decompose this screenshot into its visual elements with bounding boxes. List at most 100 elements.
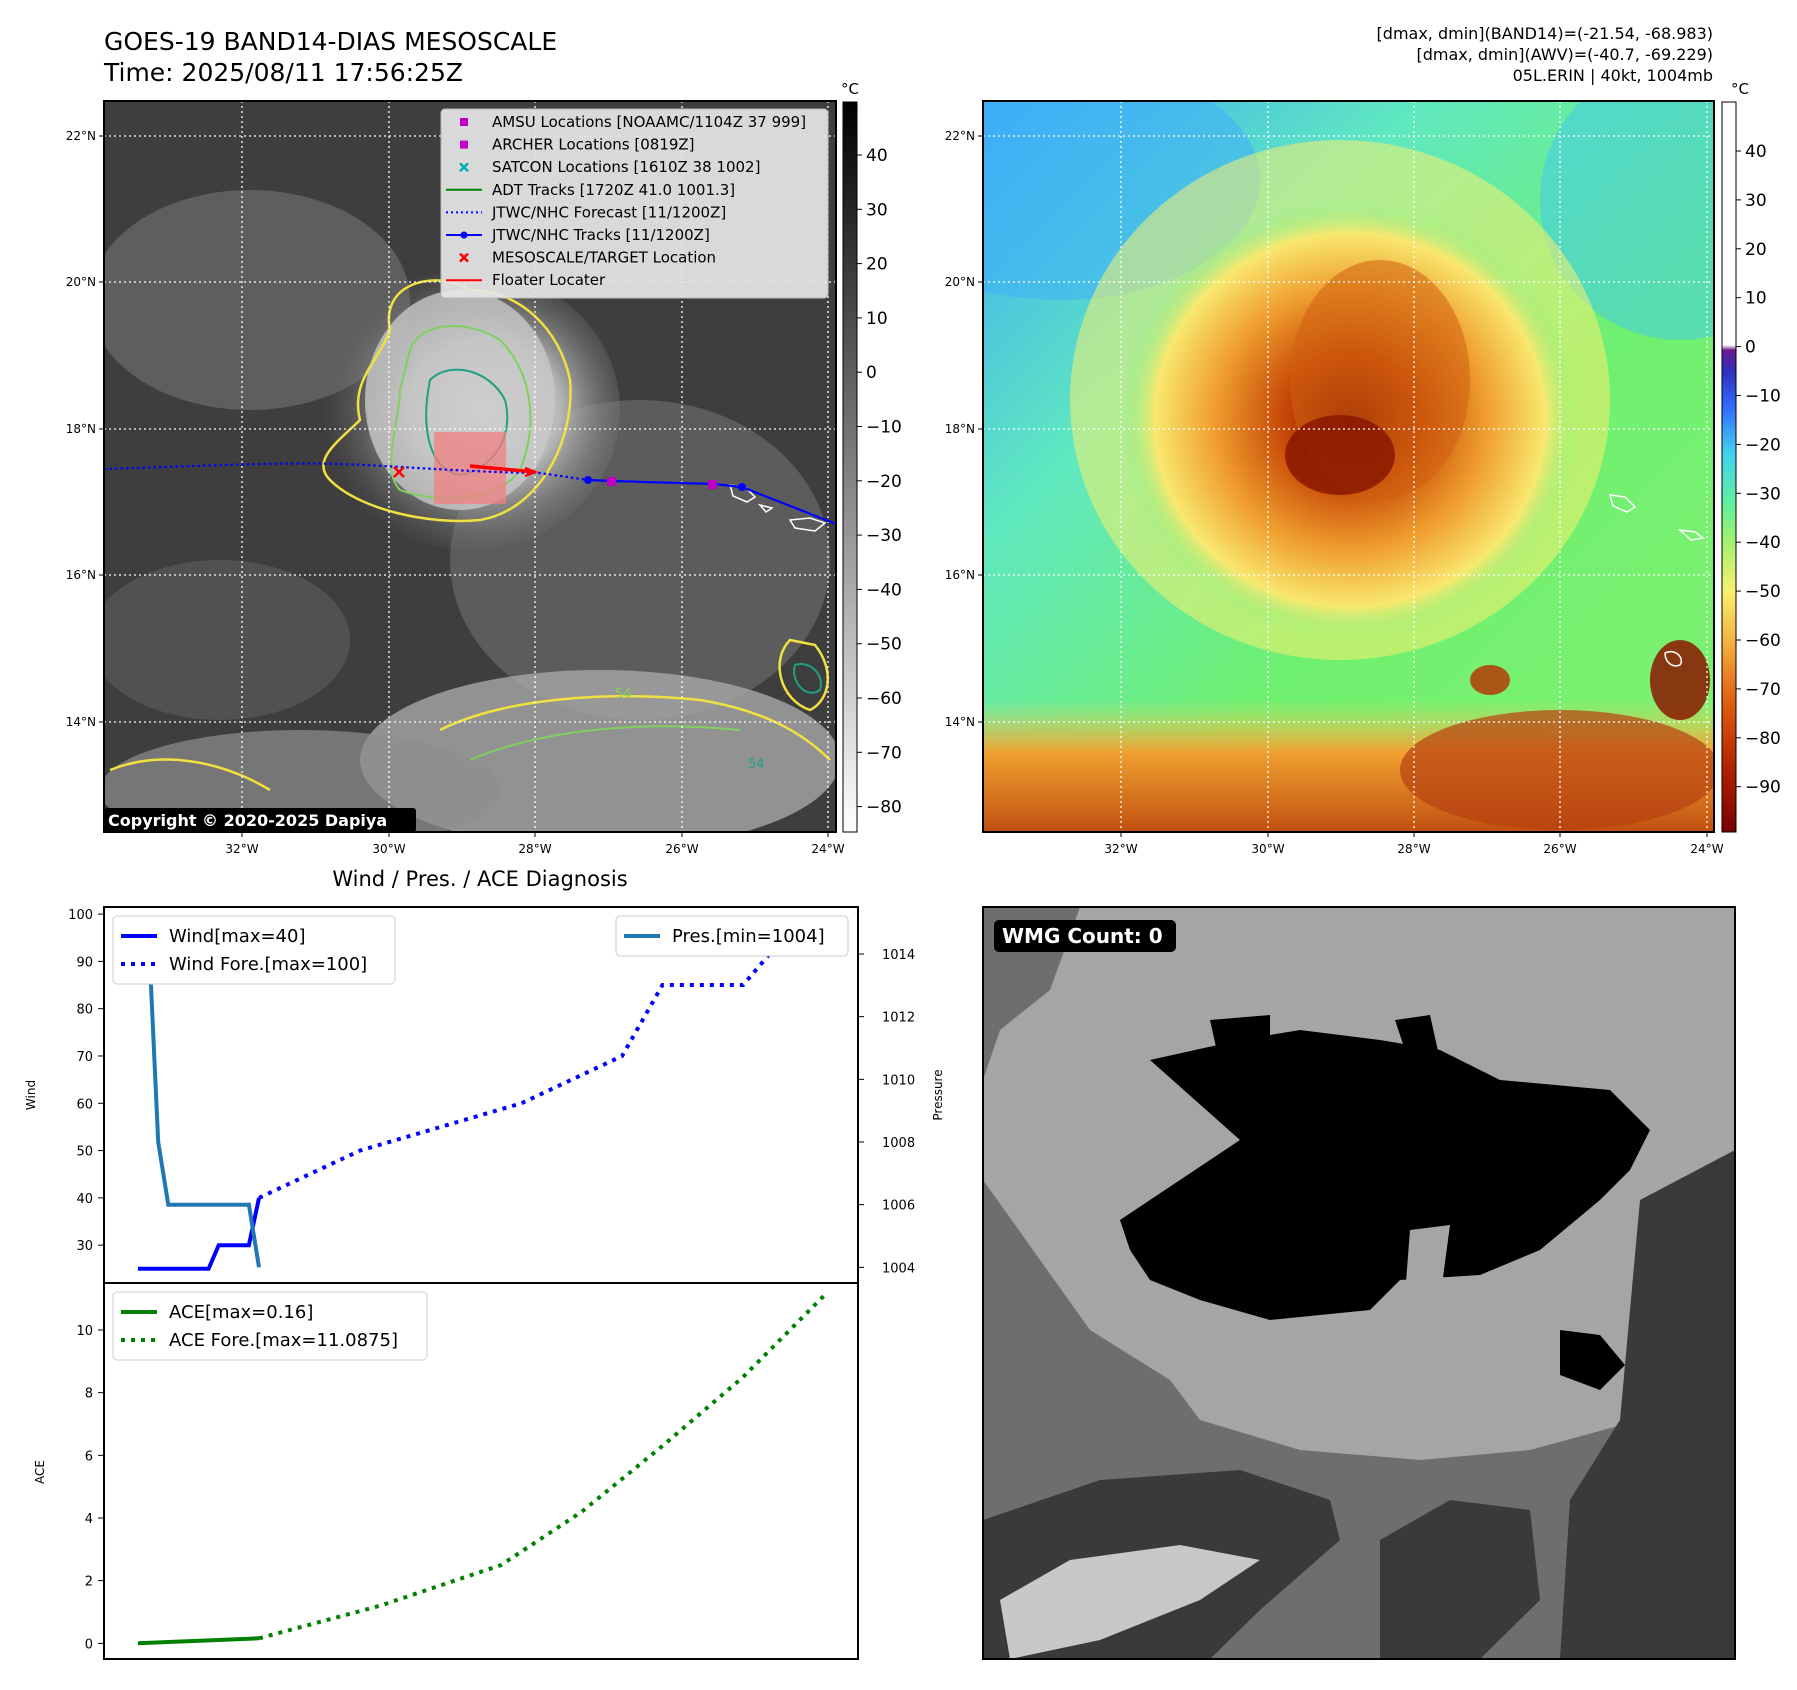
colorbar-tick-label: −80: [866, 798, 902, 818]
ace-tick-label: 6: [85, 1449, 93, 1464]
lon-label: 32°W: [225, 842, 258, 856]
awv-lon-labels: 32°W 30°W 28°W 26°W 24°W: [1104, 832, 1724, 856]
lon-label: 28°W: [518, 842, 551, 856]
contour-label: 54: [748, 757, 765, 772]
colorbar-tick-label: 30: [1745, 191, 1767, 211]
copyright-box: [104, 808, 416, 832]
colorbar-tick-label: −50: [1745, 582, 1781, 602]
legend-entry-label: Floater Locater: [492, 271, 606, 289]
chart-legend-box: [112, 915, 396, 985]
diagnosis-title: Wind / Pres. / ACE Diagnosis: [332, 867, 627, 891]
legend-entry-label: ARCHER Locations [0819Z]: [492, 136, 695, 154]
ace-tick-label: 4: [85, 1512, 93, 1527]
colorbar-tick-label: −60: [1745, 631, 1781, 651]
awv-colorbar: [1721, 101, 1737, 833]
awv-colorbar-ticks: 40 30 20 10 0 −10 −20 −30 −40 −50 −60 −70 −80 −90: [1736, 142, 1781, 798]
legend-marker: [459, 162, 469, 173]
ace-ylabel: ACE: [33, 1460, 47, 1484]
archer-marker: [708, 480, 717, 489]
pressure-ylabel: Pressure: [931, 1069, 945, 1120]
colorbar-tick-label: 10: [866, 309, 888, 329]
lat-label: 22°N: [66, 129, 96, 143]
colorbar-tick-label: −10: [1745, 387, 1781, 407]
lat-label: 20°N: [66, 275, 96, 289]
legend-marker: [460, 140, 468, 149]
contour-label: 54: [615, 687, 632, 702]
chart-legend-label: Pres.[min=1004]: [672, 926, 825, 947]
legend-marker: [460, 118, 468, 126]
track-overlays: 54 54: [104, 462, 836, 772]
legend-entry-label: AMSU Locations [NOAAMC/1104Z 37 999]: [492, 113, 806, 131]
info-band14: [dmax, dmin](BAND14)=(-21.54, -68.983): [1377, 24, 1713, 43]
pressure-tick-label: 1014: [882, 948, 915, 963]
figure-title: GOES-19 BAND14-DIAS MESOSCALE: [104, 27, 557, 56]
legend-entry-label: SATCON Locations [1610Z 38 1002]: [492, 158, 760, 176]
colorbar-tick-label: −20: [1745, 435, 1781, 455]
pressure-tick-label: 1012: [882, 1011, 915, 1026]
floater-locater-tick: [524, 466, 539, 478]
legend-marker-dot: [460, 231, 468, 239]
awv-map: [983, 101, 1714, 832]
pressure-tick-label: 1006: [882, 1199, 915, 1214]
wind-tick-label: 90: [76, 955, 93, 970]
lat-label: 16°N: [945, 568, 975, 582]
colorbar-tick-label: 40: [1745, 142, 1767, 162]
copyright: Copyright © 2020-2025 Dapiya: [108, 811, 387, 830]
wmg-count-badge: [994, 920, 1176, 952]
colorbar-tick-label: 10: [1745, 289, 1767, 309]
amsu-marker: [607, 477, 616, 486]
colorbar-tick-label: 30: [866, 200, 888, 220]
figure-time: Time: 2025/08/11 17:56:25Z: [103, 58, 463, 87]
lat-label: 18°N: [66, 422, 96, 436]
pressure-tick-label: 1004: [882, 1261, 915, 1276]
chart-legend-label: Wind[max=40]: [169, 926, 306, 947]
info-awv: [dmax, dmin](AWV)=(-40.7, -69.229): [1416, 45, 1713, 64]
wind-tick-label: 50: [76, 1145, 93, 1160]
chart-legend-label: Wind Fore.[max=100]: [169, 954, 367, 975]
ace-tick-label: 8: [85, 1387, 93, 1402]
legend-entry-label: JTWC/NHC Forecast [11/1200Z]: [491, 203, 726, 221]
awv-colorbar-unit: °C: [1731, 80, 1749, 98]
colorbar-tick-label: −60: [866, 689, 902, 709]
colorbar-tick-label: −10: [866, 418, 902, 438]
legend-marker: [459, 252, 469, 263]
lat-label: 16°N: [66, 568, 96, 582]
wind-tick-label: 60: [76, 1097, 93, 1112]
pressure-tick-label: 1008: [882, 1136, 915, 1151]
ir-lon-labels: 32°W 30°W 28°W 26°W 24°W: [225, 832, 845, 856]
colorbar-tick-label: −70: [1745, 680, 1781, 700]
lon-label: 24°W: [811, 842, 844, 856]
lon-label: 32°W: [1104, 842, 1137, 856]
colorbar-tick-label: 0: [1745, 338, 1756, 358]
wind-tick-label: 70: [76, 1050, 93, 1065]
lat-label: 20°N: [945, 275, 975, 289]
ir-lat-labels: 22°N 20°N 18°N 16°N 14°N: [66, 129, 104, 729]
pressure-tick-label: 1010: [882, 1073, 915, 1088]
best-track-point: [738, 483, 746, 491]
ace-tick-label: 0: [85, 1637, 93, 1652]
wind-ylabel: Wind: [24, 1080, 38, 1110]
colorbar-tick-label: −30: [866, 526, 902, 546]
colorbar-tick-label: −40: [1745, 533, 1781, 553]
colorbar-tick-label: −90: [1745, 778, 1781, 798]
lon-label: 30°W: [372, 842, 405, 856]
awv-map-grid: [983, 101, 1714, 832]
colorbar-tick-label: −30: [1745, 484, 1781, 504]
ir-colorbar-ticks: 40 30 20 10 0 −10 −20 −30 −40 −50 −60 −70 −80: [857, 146, 902, 818]
ace-tick-label: 2: [85, 1575, 93, 1590]
colorbar-tick-label: −20: [866, 472, 902, 492]
colorbar-tick-label: 20: [1745, 240, 1767, 260]
series-line: [138, 920, 261, 1268]
awv-lat-labels: 22°N 20°N 18°N 16°N 14°N: [945, 129, 983, 729]
colorbar-tick-label: −80: [1745, 729, 1781, 749]
legend-entry-label: JTWC/NHC Tracks [11/1200Z]: [491, 226, 710, 244]
wind-tick-label: 30: [76, 1239, 93, 1254]
ir-colorbar: [842, 101, 858, 833]
colorbar-tick-label: 0: [866, 363, 877, 383]
lon-label: 26°W: [665, 842, 698, 856]
best-track-point: [584, 476, 592, 484]
lon-label: 28°W: [1397, 842, 1430, 856]
legend-entry-label: MESOSCALE/TARGET Location: [492, 249, 716, 267]
chart-legend-label: ACE Fore.[max=11.0875]: [169, 1330, 398, 1351]
chart-legend-box: [615, 915, 849, 957]
